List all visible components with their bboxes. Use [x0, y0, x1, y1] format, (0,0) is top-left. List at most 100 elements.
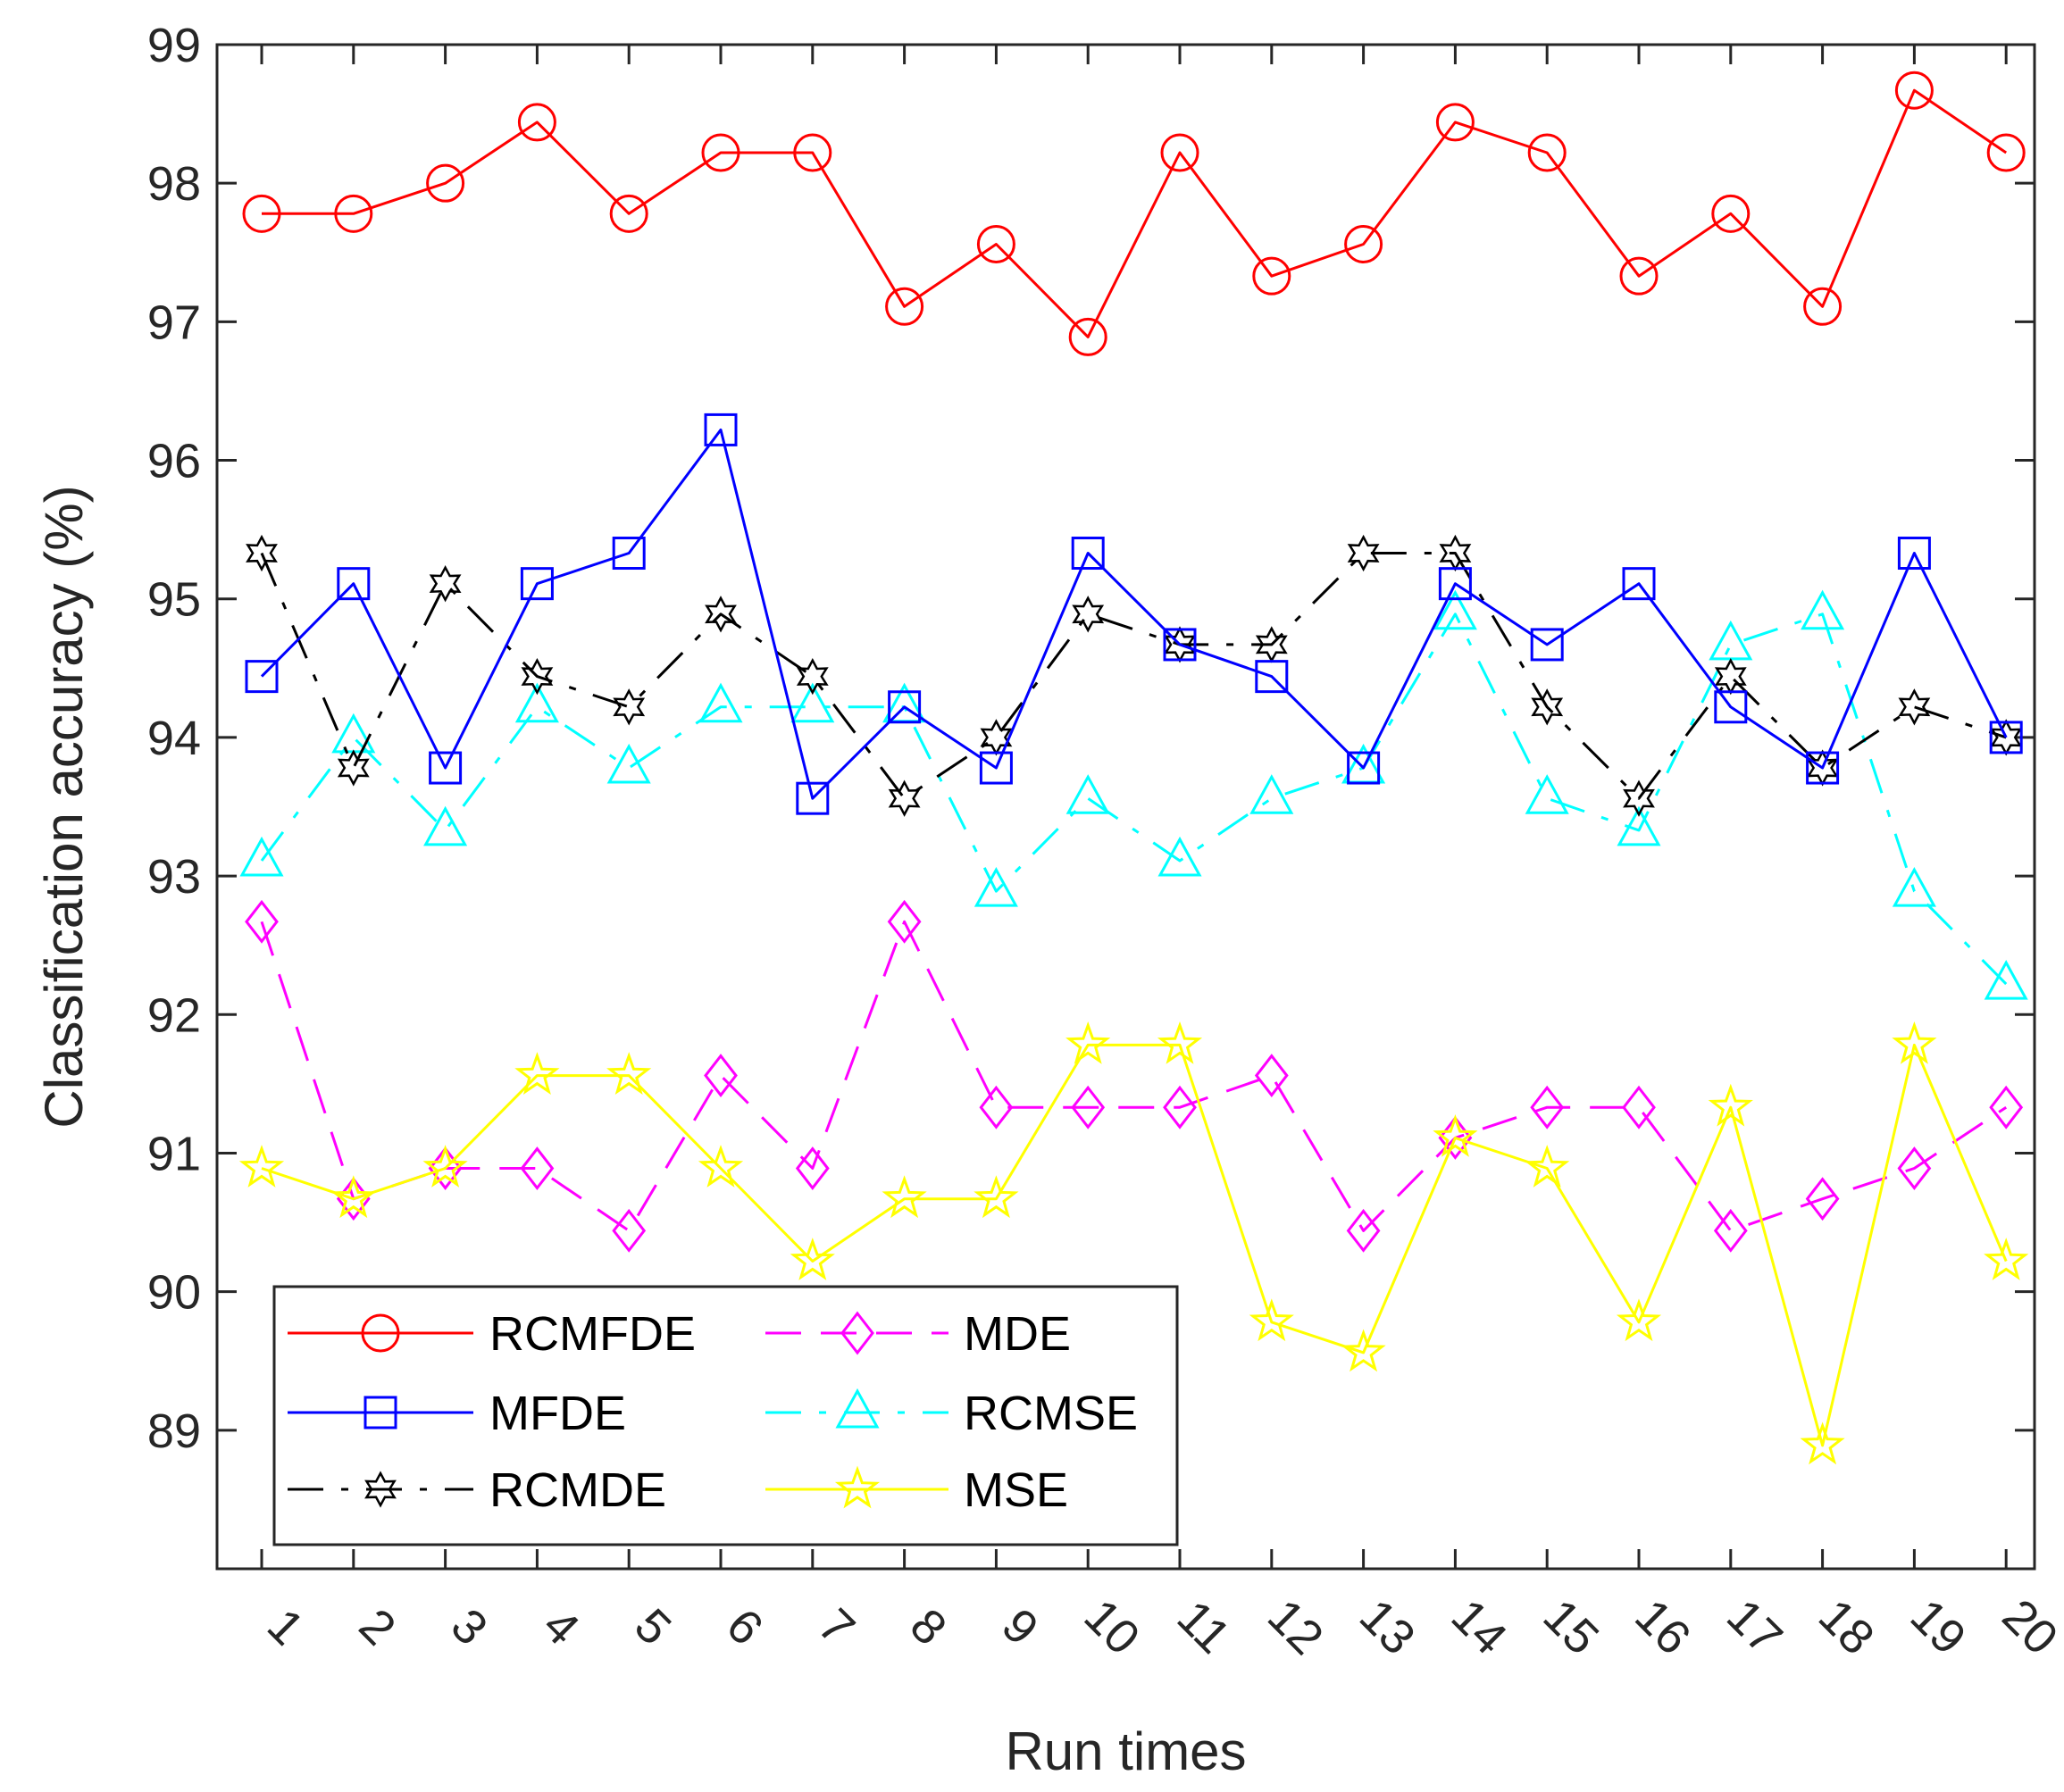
data-point-rcmfde [1068, 317, 1107, 356]
data-point-mse [1341, 1329, 1386, 1372]
data-point-rcmse [239, 836, 284, 877]
data-point-mfde [520, 567, 554, 601]
data-point-mde [1805, 1177, 1840, 1221]
data-point-mfde [1255, 660, 1289, 694]
data-point-rcmse [1984, 960, 2028, 1000]
legend-marker [840, 1311, 874, 1355]
data-point-mde [979, 1085, 1014, 1129]
data-point-rcmfde [1803, 287, 1843, 326]
data-point-mfde [1622, 567, 1656, 601]
legend-label: RCMFDE [489, 1307, 696, 1361]
data-point-mse [422, 1145, 468, 1188]
data-point-mfde [1897, 537, 1931, 571]
data-point-mse [1708, 1083, 1753, 1127]
data-point-mfde [704, 413, 738, 446]
x-axis-title: Run times [1005, 1721, 1246, 1781]
data-point-mfde [796, 781, 830, 815]
data-point-rcmse [1433, 589, 1477, 630]
legend-label: RCMDE [489, 1463, 666, 1517]
y-tick-label: 98 [147, 157, 201, 211]
data-point-rcmde [1347, 534, 1380, 572]
data-point-rcmse [1801, 589, 1845, 630]
data-point-rcmse [423, 805, 468, 846]
data-point-mse [790, 1238, 835, 1280]
data-point-rcmde [1898, 688, 1931, 726]
data-point-mde [1254, 1054, 1289, 1098]
data-point-rcmde [337, 749, 370, 787]
data-point-mde [1622, 1085, 1656, 1129]
data-point-mde [1071, 1085, 1106, 1129]
data-point-rcmse [790, 682, 835, 723]
data-point-rcmde [796, 657, 829, 696]
data-point-mde [1163, 1085, 1197, 1129]
legend-marker [364, 1471, 397, 1508]
data-point-rcmse [606, 743, 651, 784]
data-point-mde [612, 1208, 647, 1253]
data-point-mse [1249, 1298, 1294, 1342]
data-point-mfde [612, 537, 646, 571]
data-point-mde [795, 1146, 830, 1190]
data-point-rcmse [1525, 774, 1569, 814]
data-point-mfde [1071, 537, 1105, 571]
data-point-rcmfde [426, 163, 465, 203]
y-tick-label: 89 [147, 1404, 201, 1458]
data-point-rcmde [613, 688, 646, 726]
data-point-rcmfde [1252, 256, 1291, 296]
data-point-mde [1530, 1085, 1565, 1129]
data-point-mse [1616, 1298, 1662, 1342]
data-point-mse [1892, 1021, 1937, 1064]
legend-label: MFDE [489, 1387, 626, 1440]
legend-marker [363, 1396, 397, 1429]
data-point-rcmde [246, 534, 278, 572]
data-point-rcmfde [1160, 133, 1199, 172]
legend-box [272, 1285, 1179, 1546]
y-tick-label: 99 [147, 19, 201, 72]
legend: RCMFDE MDE MFDE RCMSE RCMDE MSE [272, 1285, 1179, 1546]
data-point-rcmfde [1986, 133, 2026, 172]
data-point-rcmfde [609, 194, 648, 233]
data-point-mse [1800, 1421, 1845, 1465]
data-point-mse [1984, 1238, 2029, 1280]
data-point-rcmfde [517, 103, 556, 142]
data-point-rcmfde [793, 133, 832, 172]
data-point-rcmfde [1894, 71, 1934, 110]
data-point-mfde [979, 751, 1013, 785]
data-point-rcmfde [334, 194, 373, 233]
data-point-mse [1065, 1021, 1111, 1064]
y-tick-label: 96 [147, 435, 201, 488]
legend-item-mse: MSE [765, 1463, 1068, 1517]
data-point-rcmde [888, 779, 921, 817]
legend-item-rcmde: RCMDE [288, 1463, 666, 1517]
legend-item-rcmfde: RCMFDE [288, 1307, 696, 1361]
y-tick-label: 93 [147, 850, 201, 904]
y-axis-title: Classification accuracy (%) [34, 485, 94, 1128]
data-point-mde [887, 899, 922, 944]
legend-label: MSE [964, 1463, 1068, 1517]
data-point-mde [1346, 1208, 1381, 1253]
data-point-rcmde [1072, 596, 1105, 633]
data-point-mde [245, 899, 279, 944]
data-point-rcmfde [1527, 133, 1567, 172]
data-point-rcmse [1892, 867, 1936, 907]
data-point-mfde [888, 690, 922, 724]
data-point-mse [514, 1052, 560, 1095]
data-point-rcmde [521, 657, 554, 696]
data-point-rcmse [974, 867, 1018, 907]
legend-label: MDE [964, 1307, 1071, 1361]
data-point-rcmse [1249, 774, 1294, 814]
legend-marker [834, 1465, 881, 1509]
data-point-rcmde [705, 596, 737, 633]
data-point-mfde [1806, 751, 1840, 785]
data-point-rcmfde [976, 224, 1015, 263]
y-axis: 89 90 91 92 93 94 95 96 97 98 99 [147, 19, 2035, 1458]
data-point-rcmse [1617, 805, 1661, 846]
legend-item-rcmse: RCMSE [765, 1387, 1138, 1440]
data-point-mfde [429, 751, 463, 785]
legend-item-mde: MDE [765, 1307, 1071, 1361]
y-tick-label: 92 [147, 988, 201, 1042]
y-tick-label: 95 [147, 573, 201, 627]
data-point-rcmfde [1711, 194, 1751, 233]
data-point-mse [1525, 1145, 1570, 1188]
y-tick-label: 94 [147, 712, 201, 765]
